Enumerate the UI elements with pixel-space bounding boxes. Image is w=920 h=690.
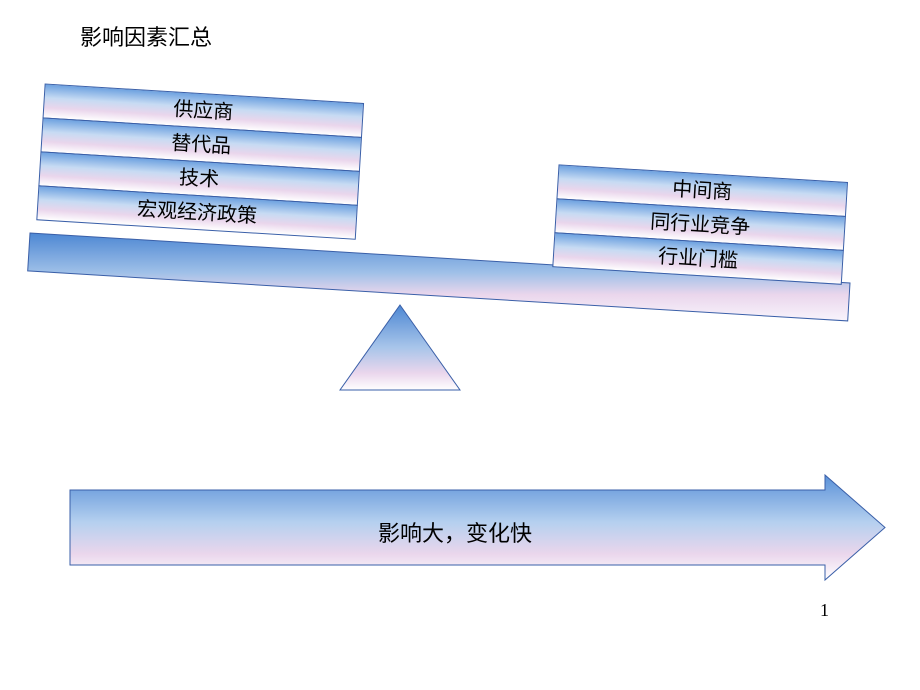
right-stack-row-label: 行业门槛 bbox=[658, 246, 739, 271]
page-number: 1 bbox=[820, 600, 829, 621]
right-stack-row-label: 同行业竞争 bbox=[650, 212, 751, 238]
left-stack-row-label: 替代品 bbox=[171, 133, 232, 157]
arrow-label: 影响大，变化快 bbox=[266, 516, 644, 548]
seesaw-fulcrum bbox=[340, 305, 460, 390]
right-stack-row-label: 中间商 bbox=[672, 179, 733, 203]
left-stack-row-label: 宏观经济政策 bbox=[137, 199, 258, 226]
left-stack-row-label: 技术 bbox=[179, 167, 220, 189]
right-factor-stack: 中间商同行业竞争行业门槛 bbox=[552, 164, 848, 285]
left-stack-row-label: 供应商 bbox=[173, 99, 234, 123]
left-factor-stack: 供应商替代品技术宏观经济政策 bbox=[36, 83, 364, 239]
